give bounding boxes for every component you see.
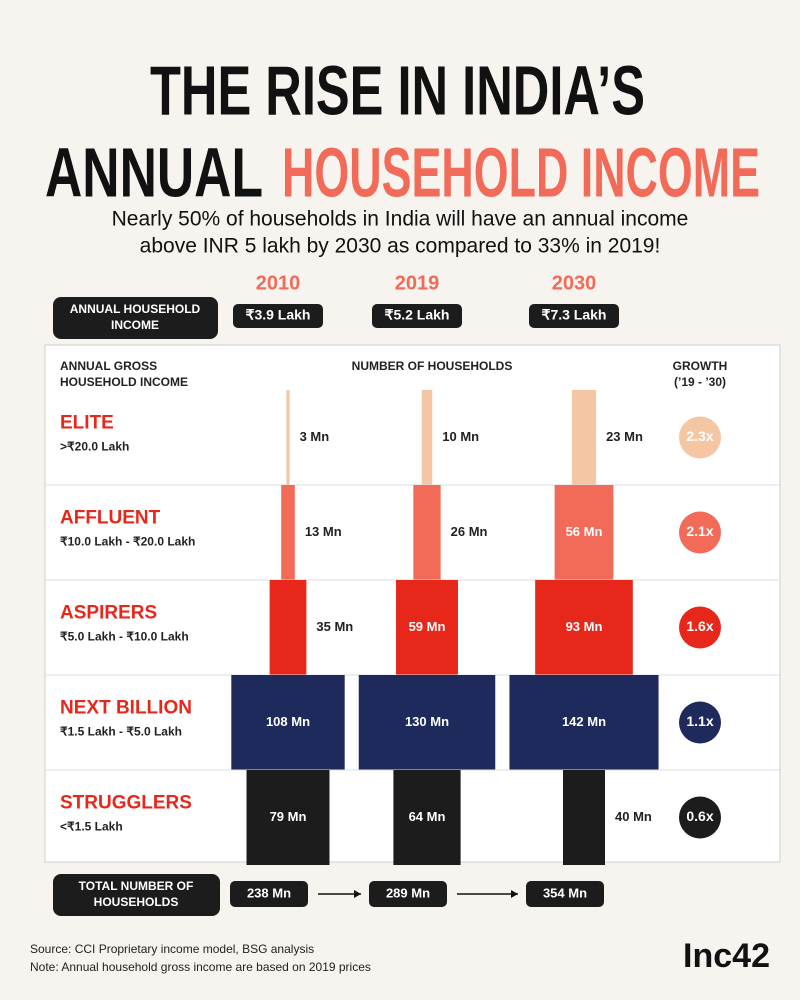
income-value: ₹5.2 Lakh [385, 307, 450, 323]
totals-label: HOUSEHOLDS [94, 895, 179, 909]
income-range: ₹1.5 Lakh - ₹5.0 Lakh [60, 725, 182, 739]
income-range: <₹1.5 Lakh [60, 820, 123, 834]
income-label: ANNUAL HOUSEHOLD [70, 302, 201, 316]
total-box [230, 881, 308, 907]
income-value-box [529, 304, 619, 328]
legend-label: AFFLUENT [60, 508, 161, 529]
bar [246, 770, 330, 865]
subtitle: above INR 5 lakh by 2030 as compared to … [140, 235, 661, 258]
subtitle: Nearly 50% of households in India will h… [112, 208, 689, 231]
growth-badge [679, 606, 721, 649]
growth-badge [679, 511, 721, 554]
growth-label: 1.6x [686, 618, 713, 634]
chart-title: ANNUAL [45, 133, 263, 211]
value-label: 79 Mn [270, 809, 307, 824]
value-label: 23 Mn [606, 429, 643, 444]
value-label: 35 Mn [316, 619, 353, 634]
income-label-box [53, 297, 218, 339]
income-value: ₹3.9 Lakh [246, 307, 311, 323]
income-value-box [233, 304, 323, 328]
growth-label: 2.3x [686, 428, 713, 444]
column-header: NUMBER OF HOUSEHOLDS [352, 359, 513, 373]
total-label: 354 Mn [543, 885, 587, 900]
income-value-box [372, 304, 462, 328]
value-label: 26 Mn [451, 524, 488, 539]
year-label: 2019 [395, 272, 440, 294]
bar [358, 675, 496, 770]
row-header: ANNUAL GROSS [60, 359, 157, 373]
value-label: 93 Mn [566, 619, 603, 634]
income-range: ₹10.0 Lakh - ₹20.0 Lakh [60, 535, 195, 549]
bar [509, 675, 659, 770]
totals-label: TOTAL NUMBER OF [79, 879, 194, 893]
growth-header: GROWTH [673, 359, 728, 373]
year-label: 2030 [552, 272, 597, 294]
growth-label: 0.6x [686, 808, 713, 824]
row-header: HOUSEHOLD INCOME [60, 375, 188, 389]
income-label: INCOME [111, 318, 159, 332]
arrow-head [354, 890, 361, 898]
source: Source: CCI Proprietary income model, BS… [30, 942, 314, 956]
growth-badge [679, 701, 721, 744]
value-label: 59 Mn [409, 619, 446, 634]
legend-label: STRUGGLERS [60, 793, 192, 814]
value-label: 10 Mn [442, 429, 479, 444]
growth-label: 2.1x [686, 523, 713, 539]
totals-label-box [53, 874, 220, 916]
note: Note: Annual household gross income are … [30, 960, 371, 974]
growth-header: (’19 - ’30) [674, 375, 726, 389]
value-label: 56 Mn [566, 524, 603, 539]
chart-title-highlight: HOUSEHOLD INCOME [282, 133, 760, 211]
bar [269, 580, 307, 675]
growth-badge [679, 416, 721, 459]
legend-label: ASPIRERS [60, 603, 157, 624]
growth-label: 1.1x [686, 713, 713, 729]
legend-label: ELITE [60, 413, 114, 434]
value-label: 108 Mn [266, 714, 310, 729]
bar [231, 675, 345, 770]
bar [413, 485, 441, 580]
bar [554, 485, 614, 580]
income-range: >₹20.0 Lakh [60, 440, 129, 454]
total-label: 289 Mn [386, 885, 430, 900]
growth-badge [679, 796, 721, 839]
value-label: 3 Mn [300, 429, 330, 444]
bar [396, 580, 458, 675]
income-range: ₹5.0 Lakh - ₹10.0 Lakh [60, 630, 189, 644]
logo: Inc42 [683, 937, 770, 975]
bar [393, 770, 461, 865]
legend-label: NEXT BILLION [60, 698, 192, 719]
value-label: 13 Mn [305, 524, 342, 539]
bar [286, 390, 290, 485]
bar [281, 485, 295, 580]
bar [571, 390, 597, 485]
bar [421, 390, 433, 485]
value-label: 130 Mn [405, 714, 449, 729]
income-value: ₹7.3 Lakh [542, 307, 607, 323]
value-label: 64 Mn [409, 809, 446, 824]
total-box [369, 881, 447, 907]
value-label: 142 Mn [562, 714, 606, 729]
chart-title: THE RISE IN INDIA’S [150, 51, 645, 129]
value-label: 40 Mn [615, 809, 652, 824]
bar [535, 580, 633, 675]
total-box [526, 881, 604, 907]
bar [563, 770, 605, 865]
year-label: 2010 [256, 272, 301, 294]
arrow-head [511, 890, 518, 898]
total-label: 238 Mn [247, 885, 291, 900]
